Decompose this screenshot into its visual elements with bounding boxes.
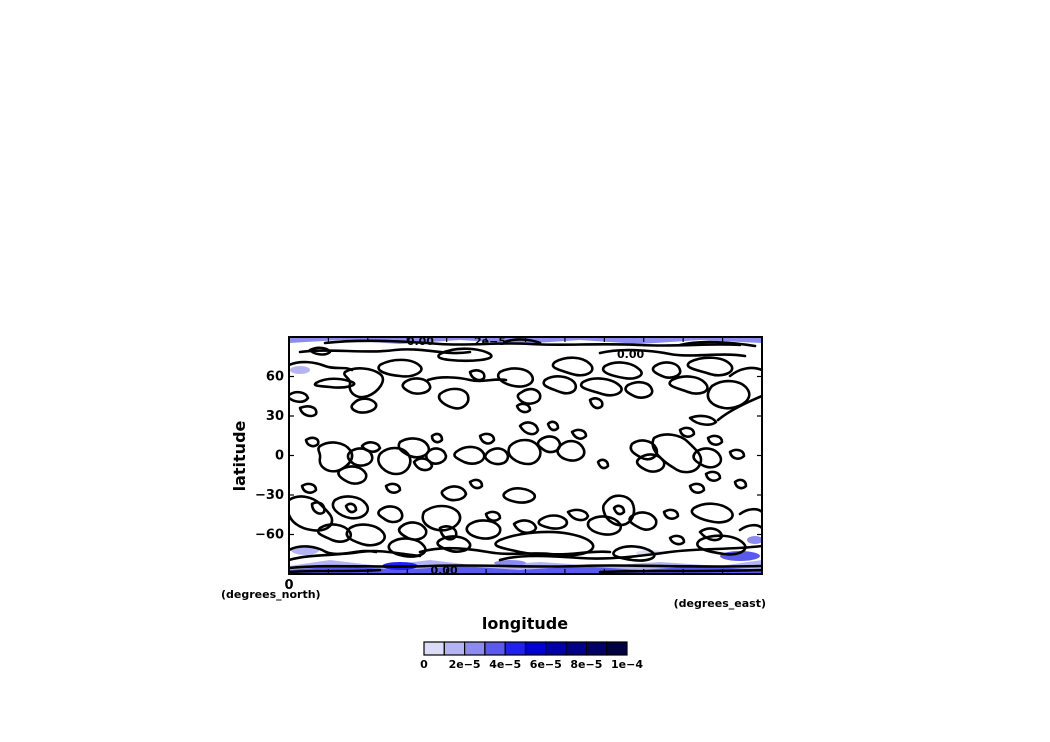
x-axis-tick-labels: 0 bbox=[284, 578, 293, 593]
colorbar-label: 1e−4 bbox=[611, 658, 643, 671]
x-axis-units: (degrees_east) bbox=[674, 597, 766, 610]
contour-label: 0.00 bbox=[407, 335, 434, 348]
contour-label: 0.00 bbox=[617, 348, 644, 361]
colorbar-swatch bbox=[524, 641, 547, 656]
axis-ticks bbox=[288, 336, 763, 575]
colorbar bbox=[423, 641, 628, 656]
y-tick-label: 30 bbox=[266, 409, 284, 424]
colorbar-swatch bbox=[504, 641, 527, 656]
colorbar-swatch bbox=[545, 641, 567, 656]
colorbar-swatch bbox=[443, 641, 466, 656]
colorbar-label: 0 bbox=[420, 658, 428, 671]
colorbar-label: 8e−5 bbox=[570, 658, 602, 671]
colorbar-label: 4e−5 bbox=[489, 658, 521, 671]
colorbar-labels: 0 2e−5 4e−5 6e−5 8e−5 1e−4 bbox=[420, 658, 643, 671]
y-tick-label: −60 bbox=[255, 528, 284, 543]
y-tick-label: 0 bbox=[275, 449, 284, 464]
y-axis-tick-labels: 60 30 0 −30 −60 bbox=[255, 370, 284, 543]
colorbar-swatch bbox=[585, 641, 608, 656]
colorbar-label: 6e−5 bbox=[530, 658, 562, 671]
contour-label: 0.00 bbox=[430, 564, 457, 577]
y-axis-units: (degrees_north) bbox=[221, 588, 321, 601]
x-axis-title: longitude bbox=[482, 614, 568, 633]
y-axis-title: latitude bbox=[230, 420, 249, 491]
y-tick-label: 60 bbox=[266, 370, 284, 385]
colorbar-swatch bbox=[606, 641, 628, 656]
colorbar-swatch bbox=[565, 641, 587, 656]
x-tick-label: 0 bbox=[284, 578, 293, 593]
plot-area bbox=[289, 337, 762, 574]
y-tick-label: −30 bbox=[255, 488, 284, 503]
colorbar-swatch bbox=[484, 641, 506, 656]
colorbar-swatch bbox=[464, 641, 486, 656]
contour-label: 2e−5 bbox=[474, 335, 506, 348]
colorbar-swatch bbox=[423, 641, 445, 656]
colorbar-label: 2e−5 bbox=[449, 658, 481, 671]
